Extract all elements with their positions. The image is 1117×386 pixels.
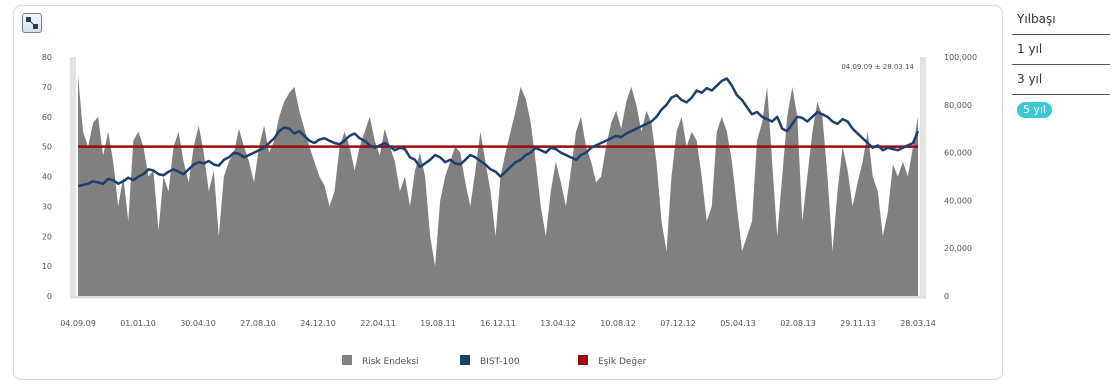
- x-tick-label: 29.11.13: [840, 319, 876, 328]
- y-right-tick-label: 20,000: [944, 244, 972, 253]
- series-bist-100-line: [77, 77, 920, 188]
- series-risk-endeksi-area: [78, 74, 918, 297]
- y-left-tick-label: 0: [47, 292, 52, 301]
- x-tick-label: 24.12.10: [300, 319, 336, 328]
- range-option[interactable]: 5 yıl: [1012, 95, 1110, 125]
- date-range-label: 04.09.09 ± 28.03.14: [841, 63, 914, 71]
- legend-label: Eşik Değer: [598, 357, 647, 367]
- range-option[interactable]: 3 yıl: [1012, 65, 1110, 95]
- y-right-tick-label: 100,000: [944, 53, 977, 62]
- time-range-menu: Yılbaşı 1 yıl 3 yıl 5 yıl: [1012, 5, 1110, 125]
- y-right-tick-label: 0: [944, 292, 949, 301]
- x-tick-label: 27.08.10: [240, 319, 276, 328]
- y-left-tick-label: 70: [42, 83, 52, 92]
- x-tick-label: 01.01.10: [120, 319, 156, 328]
- x-tick-label: 10.08.12: [600, 319, 636, 328]
- y-left-tick-label: 60: [42, 113, 52, 122]
- y-left-tick-label: 40: [42, 173, 52, 182]
- x-tick-label: 22.04.11: [360, 319, 396, 328]
- y-left-tick-label: 30: [42, 202, 52, 211]
- y-right-tick-label: 40,000: [944, 196, 972, 205]
- expand-icon: [26, 17, 38, 29]
- range-option[interactable]: Yılbaşı: [1012, 5, 1110, 35]
- right-axis-strip: [920, 57, 926, 298]
- legend-swatch: [578, 355, 588, 365]
- range-option-label: 3 yıl: [1017, 72, 1043, 86]
- fullscreen-button[interactable]: [22, 13, 42, 33]
- range-option-label: Yılbaşı: [1017, 12, 1056, 26]
- legend-label: Risk Endeksi: [362, 357, 419, 367]
- x-tick-label: 13.04.12: [540, 319, 576, 328]
- y-right-tick-label: 60,000: [944, 149, 972, 158]
- x-tick-label: 04.09.09: [60, 319, 96, 328]
- x-tick-label: 16.12.11: [480, 319, 516, 328]
- left-axis-strip: [70, 57, 76, 298]
- range-option[interactable]: 1 yıl: [1012, 35, 1110, 65]
- y-right-tick-label: 80,000: [944, 101, 972, 110]
- legend-swatch: [460, 355, 470, 365]
- y-left-tick-label: 10: [42, 262, 52, 271]
- range-option-label: 5 yıl: [1017, 102, 1053, 118]
- x-tick-label: 07.12.12: [660, 319, 696, 328]
- y-left-tick-label: 50: [42, 143, 52, 152]
- y-left-tick-label: 80: [42, 53, 52, 62]
- x-tick-label: 02.08.13: [780, 319, 816, 328]
- legend-label: BIST-100: [480, 357, 520, 367]
- x-tick-label: 19.08.11: [420, 319, 456, 328]
- y-left-tick-label: 20: [42, 232, 52, 241]
- legend-swatch: [342, 355, 352, 365]
- x-tick-label: 28.03.14: [900, 319, 936, 328]
- x-tick-label: 30.04.10: [180, 319, 216, 328]
- x-tick-label: 05.04.13: [720, 319, 756, 328]
- range-option-label: 1 yıl: [1017, 42, 1043, 56]
